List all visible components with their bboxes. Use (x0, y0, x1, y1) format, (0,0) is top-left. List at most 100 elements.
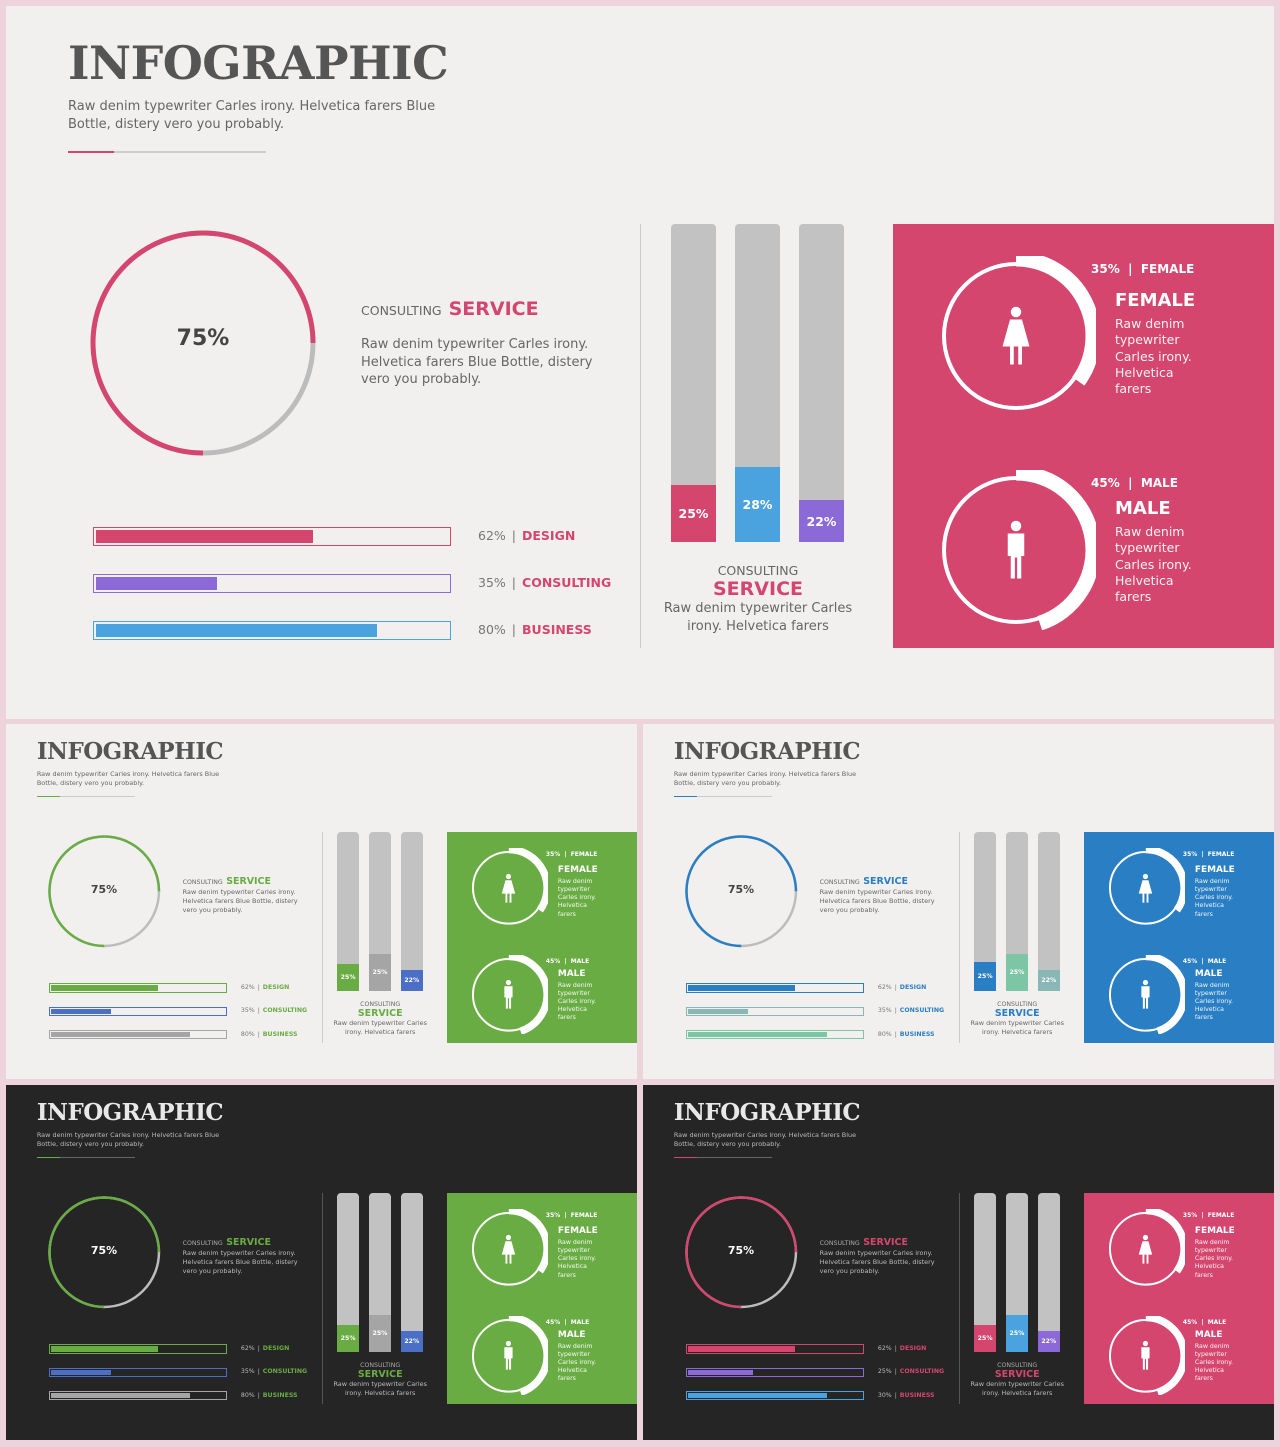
female-ring (471, 848, 549, 926)
male-title: MALE (1115, 498, 1171, 519)
column-bar: 25% (1005, 832, 1029, 991)
infographic-slide: INFOGRAPHIC Raw denim typewriter Carles i… (643, 724, 1274, 1079)
female-ring-arc (508, 1209, 549, 1274)
progress-bar-name: BUSINESS (522, 622, 592, 637)
progress-ring (684, 1195, 798, 1309)
male-ring-arc (508, 954, 549, 1035)
female-title: FEMALE (557, 1226, 598, 1237)
infographic-slide: INFOGRAPHIC Raw denim typewriter Carles i… (6, 724, 637, 1079)
male-ring-arc (508, 1315, 549, 1396)
gender-panel: 35% | FEMALE FEMALE Raw denim typewriter C… (893, 224, 1274, 648)
columns-caption-description: Raw denim typewriter Carles irony. Helve… (970, 1019, 1064, 1036)
service-label: SERVICE (863, 1237, 908, 1249)
progress-bar-fill (51, 1393, 191, 1399)
progress-bar-label: 25% | CONSULTING (878, 1368, 944, 1375)
progress-bar (49, 1344, 228, 1354)
section-divider (958, 832, 960, 1044)
progress-ring (47, 834, 161, 948)
columns-caption-label: SERVICE (713, 578, 803, 600)
progress-bar-fill (688, 1032, 828, 1038)
progress-bar-name: CONSULTING (262, 1007, 308, 1015)
title-underline-accent (36, 1157, 60, 1159)
male-description: Raw denim typewriter Carles irony. Helve… (557, 1342, 597, 1383)
progress-bar-fill (688, 1008, 748, 1015)
ring-value: 75% (727, 883, 755, 897)
progress-bar-label: 80% | BUSINESS (241, 1392, 298, 1399)
columns-caption-description: Raw denim typewriter Carles irony. Helve… (333, 1019, 427, 1036)
progress-bar-fill (688, 1369, 754, 1376)
progress-bar-name: DESIGN (899, 983, 927, 991)
female-stat: 35% | FEMALE (545, 851, 598, 859)
ring-progress-arc (741, 835, 798, 892)
progress-bar (686, 1367, 865, 1378)
service-heading: CONSULTING SERVICE (820, 869, 908, 888)
progress-bar-separator: | (894, 1030, 897, 1038)
columns-caption-label: SERVICE (357, 1369, 403, 1381)
column-bar-value: 25% (678, 506, 709, 521)
progress-bar-name: DESIGN (262, 983, 290, 991)
page-subtitle: Raw denim typewriter Carles irony. Helve… (673, 769, 857, 787)
column-bar: 28% (735, 224, 780, 542)
title-underline (673, 796, 773, 798)
progress-bar (686, 1006, 865, 1017)
progress-bar-value: 80% (478, 622, 506, 637)
progress-bar-separator: | (257, 1391, 260, 1399)
progress-bar-value: 62% (877, 1344, 892, 1352)
page-title: INFOGRAPHIC (673, 738, 861, 765)
female-ring (942, 256, 1096, 410)
female-stat: 35% | FEMALE (545, 1212, 598, 1220)
female-stat: 35% | FEMALE (1182, 851, 1235, 859)
gender-panel: 35% | FEMALE FEMALE Raw denim typewriter C… (1084, 832, 1274, 1044)
female-title: FEMALE (1194, 865, 1235, 876)
page-subtitle: Raw denim typewriter Carles irony. Helve… (68, 99, 436, 132)
service-heading: CONSULTING SERVICE (183, 869, 271, 888)
ring-progress-arc (685, 1196, 742, 1309)
progress-bar-fill (96, 530, 313, 543)
column-bar: 22% (799, 224, 844, 542)
male-ring (471, 1315, 549, 1396)
column-bar: 25% (368, 1193, 392, 1352)
progress-bar-value: 30% (877, 1391, 892, 1399)
infographic-slide: INFOGRAPHIC Raw denim typewriter Carles i… (643, 1085, 1274, 1440)
male-ring (942, 470, 1096, 630)
progress-bar (686, 983, 865, 993)
page-subtitle: Raw denim typewriter Carles irony. Helve… (673, 1130, 857, 1148)
column-bar-fill: 28% (735, 467, 780, 542)
service-description: Raw denim typewriter Carles irony. Helve… (361, 337, 593, 388)
male-stat: 45% | MALE (1182, 1318, 1227, 1326)
progress-bar-name: BUSINESS (262, 1030, 298, 1038)
male-title: MALE (1194, 1329, 1223, 1340)
columns-caption: CONSULTING SERVICE Raw denim typewriter Ca… (332, 1001, 429, 1036)
infographic-slide: INFOGRAPHIC Raw denim typewriter Carles i… (6, 6, 1274, 719)
progress-bar-name: BUSINESS (262, 1391, 298, 1399)
column-bar: 25% (336, 1193, 360, 1352)
column-bar-value: 25% (340, 1334, 356, 1342)
progress-bar-fill (51, 1346, 159, 1352)
column-bar-fill: 25% (973, 1324, 997, 1352)
male-title: MALE (557, 1329, 586, 1340)
progress-bar-value: 25% (877, 1368, 892, 1376)
progress-ring (684, 834, 798, 948)
gender-panel: 35% | FEMALE FEMALE Raw denim typewriter C… (447, 832, 637, 1044)
progress-bar-label: 80% | BUSINESS (478, 622, 592, 637)
columns-caption: CONSULTING SERVICE Raw denim typewriter Ca… (661, 563, 855, 635)
progress-bar (49, 1391, 228, 1401)
page-subtitle: Raw denim typewriter Carles irony. Helve… (36, 1130, 220, 1148)
progress-bar (93, 527, 451, 546)
male-stat: 45% | MALE (1182, 957, 1227, 965)
title-underline (673, 1157, 773, 1159)
columns-caption-description: Raw denim typewriter Carles irony. Helve… (663, 601, 853, 634)
female-stat: 35% | FEMALE (1091, 262, 1195, 276)
male-icon (504, 980, 513, 1009)
column-bar: 25% (368, 832, 392, 991)
progress-bar (49, 1006, 228, 1017)
progress-bar-name: DESIGN (899, 1344, 927, 1352)
progress-bar (686, 1391, 865, 1401)
progress-bar-separator: | (257, 1368, 260, 1376)
service-label: SERVICE (448, 298, 539, 320)
progress-bar-label: 35% | CONSULTING (241, 1368, 307, 1375)
progress-bar-label: 35% | CONSULTING (478, 575, 611, 590)
male-ring (1108, 954, 1186, 1035)
progress-bar-value: 62% (240, 1344, 255, 1352)
infographic-slide: INFOGRAPHIC Raw denim typewriter Carles i… (6, 1085, 637, 1440)
